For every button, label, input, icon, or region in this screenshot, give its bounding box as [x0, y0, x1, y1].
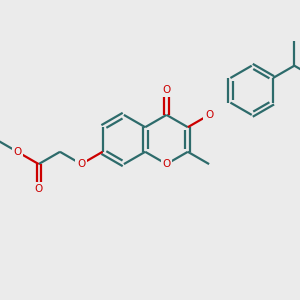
Text: O: O: [205, 110, 213, 120]
Text: O: O: [34, 184, 43, 194]
Text: O: O: [13, 147, 22, 157]
Text: O: O: [162, 159, 171, 169]
Text: O: O: [162, 85, 171, 95]
Text: O: O: [77, 159, 86, 169]
